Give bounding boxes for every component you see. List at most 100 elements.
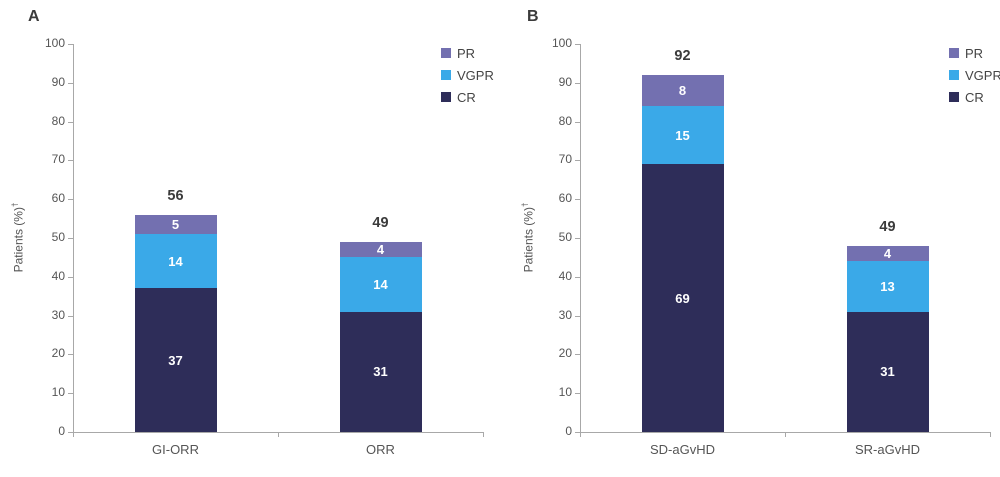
segment-value-label: 31 xyxy=(373,364,388,380)
y-tick xyxy=(68,393,73,395)
x-category-label: SR-aGvHD xyxy=(854,442,920,457)
legend-label: PR xyxy=(965,45,984,61)
x-category-label: SD-aGvHD xyxy=(649,442,715,457)
bar-segment-vgpr: 14 xyxy=(339,257,422,312)
y-tick-label: 80 xyxy=(51,113,65,128)
x-tick xyxy=(278,432,279,437)
y-tick-label: 70 xyxy=(51,152,65,167)
panel-a: A Patients (%)† PR VGPR CR 0 10 20 30 40 50 60… xyxy=(11,8,494,457)
legend: PR VGPR CR xyxy=(441,42,494,108)
y-tick xyxy=(575,121,580,123)
y-tick-label: 20 xyxy=(51,346,65,361)
legend-label: CR xyxy=(965,89,984,105)
y-tick-label: 30 xyxy=(51,307,65,322)
bar-segment-pr: 4 xyxy=(339,241,422,258)
legend-label: PR xyxy=(457,45,476,61)
x-tick xyxy=(785,432,786,437)
y-tick-label: 50 xyxy=(558,230,572,244)
y-tick xyxy=(68,354,73,356)
panel-b: B Patients (%)† PR VGPR CR 0 10 20 30 40 50 60… xyxy=(520,0,1000,477)
y-tick-label: 40 xyxy=(51,268,65,283)
bar-segment-cr: 31 xyxy=(846,311,929,432)
legend-item-cr: CR xyxy=(441,86,494,108)
y-tick xyxy=(68,160,73,162)
segment-value-label: 13 xyxy=(880,278,895,294)
segment-value-label: 8 xyxy=(678,83,687,99)
segment-value-label: 15 xyxy=(675,127,690,143)
legend-label: CR xyxy=(457,89,476,105)
y-tick-label: 50 xyxy=(51,230,65,244)
y-tick xyxy=(68,315,73,317)
y-tick-label: 0 xyxy=(58,424,65,438)
y-tick-label: 90 xyxy=(51,74,65,89)
y-tick-label: 80 xyxy=(558,113,572,128)
segment-value-label: 37 xyxy=(168,352,183,368)
y-tick-label: 10 xyxy=(51,385,65,400)
y-tick xyxy=(68,199,73,201)
y-tick xyxy=(575,276,580,278)
y-tick-label: 90 xyxy=(558,74,572,89)
vgpr-swatch-icon xyxy=(441,70,451,80)
bar-segment-cr: 31 xyxy=(339,311,422,432)
pr-swatch-icon xyxy=(949,48,959,58)
legend-item-pr: PR xyxy=(441,42,494,64)
legend-label: VGPR xyxy=(457,67,494,83)
bar-total-label: 49 xyxy=(879,218,896,235)
pr-swatch-icon xyxy=(441,48,451,58)
panel-b-label: B xyxy=(527,8,540,25)
segment-value-label: 4 xyxy=(376,242,385,258)
bar-segment-cr: 37 xyxy=(134,288,217,432)
bar-segment-vgpr: 13 xyxy=(846,261,929,312)
y-tick xyxy=(68,44,73,45)
panel-a-label: A xyxy=(28,8,41,25)
y-tick xyxy=(68,238,73,239)
y-tick-label: 0 xyxy=(565,424,572,438)
legend-item-vgpr: VGPR xyxy=(949,64,1000,86)
x-tick xyxy=(483,432,484,437)
y-tick xyxy=(575,199,580,201)
bar-total-label: 92 xyxy=(674,48,691,65)
y-tick xyxy=(575,44,580,45)
bar-segment-cr: 69 xyxy=(641,164,724,432)
segment-value-label: 14 xyxy=(168,253,183,269)
vgpr-swatch-icon xyxy=(949,70,959,80)
y-tick-label: 60 xyxy=(51,191,65,206)
y-tick-label: 40 xyxy=(558,268,572,283)
legend-label: VGPR xyxy=(965,67,1000,83)
y-tick-label: 10 xyxy=(558,385,572,400)
segment-value-label: 4 xyxy=(883,246,892,261)
y-tick-label: 100 xyxy=(44,36,65,50)
segment-value-label: 69 xyxy=(675,290,690,306)
cr-swatch-icon xyxy=(949,92,959,102)
bar-segment-pr: 8 xyxy=(641,75,724,107)
legend-item-pr: PR xyxy=(949,42,1000,64)
y-tick xyxy=(575,393,580,395)
legend-item-cr: CR xyxy=(949,86,1000,108)
bar-segment-pr: 5 xyxy=(134,214,217,235)
y-tick xyxy=(68,82,73,84)
y-tick xyxy=(575,354,580,356)
segment-value-label: 5 xyxy=(171,216,180,232)
y-tick xyxy=(68,276,73,278)
segment-value-label: 31 xyxy=(880,364,895,380)
x-category-label: GI-ORR xyxy=(152,442,199,457)
bar-segment-pr: 4 xyxy=(846,245,929,262)
x-category-label: ORR xyxy=(366,442,395,457)
bar-total-label: 49 xyxy=(372,214,389,231)
x-tick xyxy=(73,432,74,437)
y-tick xyxy=(575,315,580,317)
y-tick xyxy=(575,160,580,162)
legend-item-vgpr: VGPR xyxy=(441,64,494,86)
y-tick-label: 60 xyxy=(558,191,572,206)
y-axis-line xyxy=(73,44,74,437)
bar-segment-vgpr: 14 xyxy=(134,234,217,289)
y-tick-label: 100 xyxy=(551,36,572,50)
x-tick xyxy=(580,432,581,437)
y-tick-label: 30 xyxy=(558,307,572,322)
plot-area: 0 10 20 30 40 50 60 70 80 90 100 37 14 5 56 GI-ORR 31 14 4… xyxy=(44,36,484,457)
y-tick xyxy=(575,238,580,239)
segment-value-label: 14 xyxy=(373,277,388,293)
y-tick xyxy=(68,432,73,433)
y-tick-label: 20 xyxy=(558,346,572,361)
